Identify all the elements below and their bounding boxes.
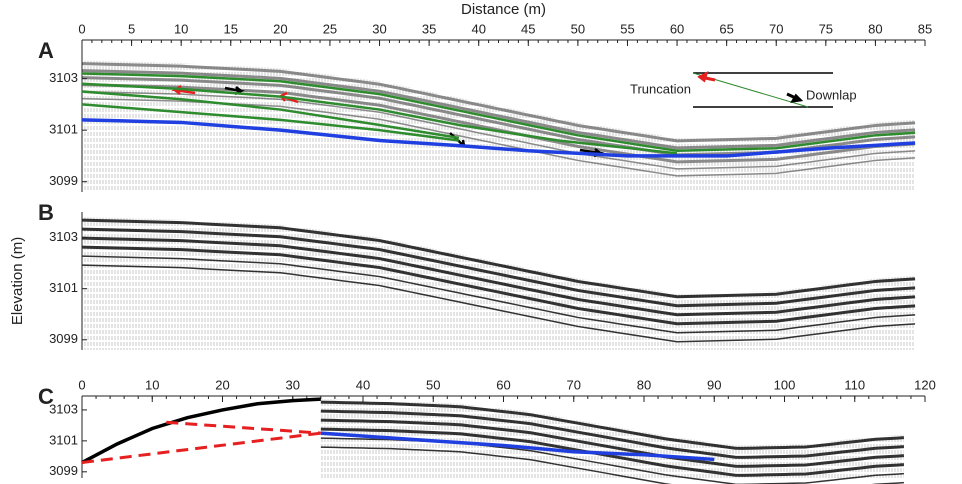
x-tick-label: 90	[707, 377, 721, 392]
x-tick-label: 120	[914, 377, 936, 392]
x-tick-label: 45	[521, 21, 535, 36]
radar-band	[81, 62, 916, 143]
y-tick-label: 3103	[49, 70, 78, 85]
x-tick-label: 40	[471, 21, 485, 36]
panel-label: A	[38, 38, 54, 63]
radar-band	[81, 245, 916, 326]
x-tick-label: 0	[78, 21, 85, 36]
y-tick-label: 3101	[49, 432, 78, 447]
legend-inset: Truncation Downlap	[630, 71, 857, 108]
x-tick-label: 10	[145, 377, 159, 392]
reflector-line	[81, 118, 916, 158]
x-tick-label: 70	[567, 377, 581, 392]
annotation: Truncation	[630, 81, 691, 96]
x-tick-label: 50	[571, 21, 585, 36]
x-tick-label: 85	[918, 21, 932, 36]
x-tick-label: 10	[174, 21, 188, 36]
annotation: Downlap	[806, 87, 857, 102]
y-tick-label: 3101	[49, 280, 78, 295]
radar-band	[320, 418, 905, 468]
y-tick-label: 3101	[49, 122, 78, 137]
x-tick-label: 15	[224, 21, 238, 36]
radar-band	[320, 409, 905, 459]
x-tick-label: 35	[422, 21, 436, 36]
x-tick-label: 65	[719, 21, 733, 36]
radar-band	[81, 264, 916, 343]
radar-band	[81, 69, 916, 150]
x-tick-label: 80	[868, 21, 882, 36]
radar-band	[320, 400, 905, 450]
y-tick-label: 3103	[49, 401, 78, 416]
reflector-line	[166, 420, 321, 435]
radar-band	[320, 427, 905, 477]
x-axis-title: Distance (m)	[461, 1, 546, 18]
radar-band	[81, 236, 916, 317]
reflector-line	[81, 103, 460, 142]
y-axis-title: Elevation (m)	[9, 237, 26, 325]
radar-band	[81, 90, 916, 170]
x-tick-label: 100	[774, 377, 796, 392]
x-tick-label: 60	[670, 21, 684, 36]
x-tick-label: 55	[620, 21, 634, 36]
reflector-line	[81, 397, 321, 465]
x-tick-label: 20	[215, 377, 229, 392]
x-tick-label: 5	[128, 21, 135, 36]
panel-label: C	[38, 384, 54, 409]
x-tick-label: 30	[286, 377, 300, 392]
reflector-line	[320, 431, 715, 462]
x-tick-label: 75	[819, 21, 833, 36]
y-tick-label: 3099	[49, 331, 78, 346]
x-tick-label: 50	[426, 377, 440, 392]
x-tick-label: 70	[769, 21, 783, 36]
x-tick-label: 60	[496, 377, 510, 392]
radar-band	[81, 255, 916, 334]
radar-band	[81, 218, 916, 299]
radar-band	[81, 227, 916, 308]
x-tick-label: 80	[637, 377, 651, 392]
x-tick-label: 20	[273, 21, 287, 36]
x-tick-label: 30	[372, 21, 386, 36]
reflector-line	[81, 82, 678, 155]
x-tick-label: 40	[356, 377, 370, 392]
y-tick-label: 3099	[49, 173, 78, 188]
panel-label: B	[38, 200, 54, 225]
x-tick-label: 25	[323, 21, 337, 36]
reflector-line	[81, 72, 916, 153]
reflector-line	[81, 90, 460, 140]
y-tick-label: 3099	[49, 463, 78, 478]
x-tick-label: 0	[78, 377, 85, 392]
x-tick-label: 110	[844, 377, 865, 392]
y-tick-label: 3103	[49, 229, 78, 244]
reflector-line	[81, 431, 322, 465]
radar-band	[320, 446, 904, 484]
